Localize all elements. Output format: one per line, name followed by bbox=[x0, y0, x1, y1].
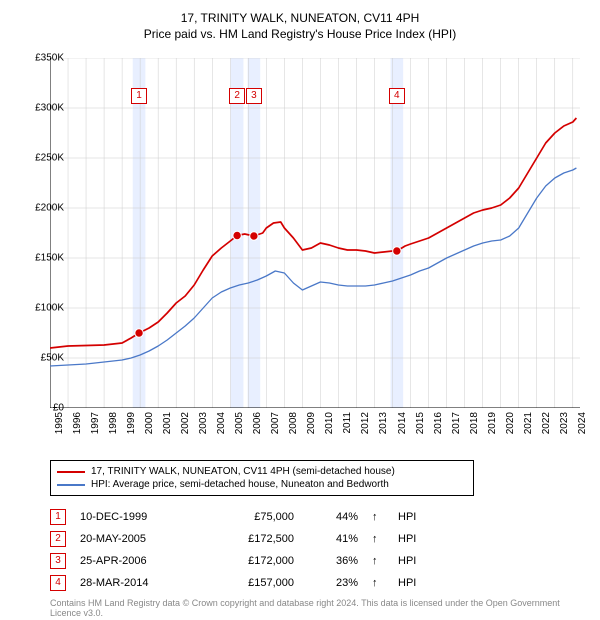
up-arrow-icon: ↑ bbox=[372, 555, 384, 567]
x-tick-label: 1995 bbox=[54, 412, 65, 434]
x-tick-label: 2013 bbox=[378, 412, 389, 434]
title-address: 17, TRINITY WALK, NUNEATON, CV11 4PH bbox=[0, 10, 600, 26]
x-tick-label: 2005 bbox=[234, 412, 245, 434]
x-tick-label: 2011 bbox=[342, 412, 353, 434]
transaction-price: £172,500 bbox=[204, 533, 294, 545]
legend-label: HPI: Average price, semi-detached house,… bbox=[91, 479, 389, 490]
sale-marker: 4 bbox=[389, 88, 405, 104]
y-tick-label: £100K bbox=[35, 303, 64, 314]
x-tick-label: 2017 bbox=[451, 412, 462, 434]
y-tick-label: £250K bbox=[35, 153, 64, 164]
x-tick-label: 2018 bbox=[469, 412, 480, 434]
x-tick-label: 2015 bbox=[415, 412, 426, 434]
y-tick-label: £300K bbox=[35, 103, 64, 114]
transaction-row: 3 25-APR-2006 £172,000 36% ↑ HPI bbox=[50, 550, 416, 572]
transaction-row: 2 20-MAY-2005 £172,500 41% ↑ HPI bbox=[50, 528, 416, 550]
x-tick-label: 2007 bbox=[270, 412, 281, 434]
y-tick-label: £150K bbox=[35, 253, 64, 264]
transaction-marker: 3 bbox=[50, 553, 66, 569]
transactions-table: 1 10-DEC-1999 £75,000 44% ↑ HPI 2 20-MAY-2005 £1… bbox=[50, 506, 416, 594]
x-tick-label: 2009 bbox=[306, 412, 317, 434]
x-tick-label: 2022 bbox=[541, 412, 552, 434]
transaction-suffix: HPI bbox=[398, 555, 416, 567]
x-tick-label: 2003 bbox=[198, 412, 209, 434]
transaction-pct: 23% bbox=[308, 577, 358, 589]
title-subtitle: Price paid vs. HM Land Registry's House … bbox=[0, 26, 600, 42]
transaction-pct: 41% bbox=[308, 533, 358, 545]
transaction-date: 10-DEC-1999 bbox=[80, 511, 190, 523]
legend-item: HPI: Average price, semi-detached house,… bbox=[57, 478, 467, 491]
x-tick-label: 1997 bbox=[90, 412, 101, 434]
x-tick-label: 2000 bbox=[144, 412, 155, 434]
x-tick-label: 2006 bbox=[252, 412, 263, 434]
legend-swatch bbox=[57, 471, 85, 473]
legend-swatch bbox=[57, 484, 85, 486]
up-arrow-icon: ↑ bbox=[372, 511, 384, 523]
footer-attribution: Contains HM Land Registry data © Crown c… bbox=[50, 598, 590, 618]
x-tick-label: 2021 bbox=[523, 412, 534, 434]
sale-marker: 2 bbox=[229, 88, 245, 104]
x-tick-label: 2019 bbox=[487, 412, 498, 434]
up-arrow-icon: ↑ bbox=[372, 533, 384, 545]
y-tick-label: £200K bbox=[35, 203, 64, 214]
x-tick-label: 2008 bbox=[288, 412, 299, 434]
x-tick-label: 1999 bbox=[126, 412, 137, 434]
legend-item: 17, TRINITY WALK, NUNEATON, CV11 4PH (se… bbox=[57, 465, 467, 478]
x-tick-label: 2024 bbox=[577, 412, 588, 434]
transaction-price: £75,000 bbox=[204, 511, 294, 523]
chart-svg bbox=[50, 58, 580, 408]
price-chart bbox=[50, 58, 580, 408]
up-arrow-icon: ↑ bbox=[372, 577, 384, 589]
x-tick-label: 2014 bbox=[397, 412, 408, 434]
transaction-suffix: HPI bbox=[398, 577, 416, 589]
transaction-marker: 4 bbox=[50, 575, 66, 591]
y-tick-label: £350K bbox=[35, 53, 64, 64]
y-tick-label: £50K bbox=[41, 353, 64, 364]
transaction-price: £157,000 bbox=[204, 577, 294, 589]
x-tick-label: 2001 bbox=[162, 412, 173, 434]
legend-label: 17, TRINITY WALK, NUNEATON, CV11 4PH (se… bbox=[91, 466, 395, 477]
transaction-row: 1 10-DEC-1999 £75,000 44% ↑ HPI bbox=[50, 506, 416, 528]
x-tick-label: 1996 bbox=[72, 412, 83, 434]
transaction-pct: 44% bbox=[308, 511, 358, 523]
transaction-date: 20-MAY-2005 bbox=[80, 533, 190, 545]
legend: 17, TRINITY WALK, NUNEATON, CV11 4PH (se… bbox=[50, 460, 474, 496]
transaction-price: £172,000 bbox=[204, 555, 294, 567]
x-tick-label: 2020 bbox=[505, 412, 516, 434]
transaction-suffix: HPI bbox=[398, 533, 416, 545]
transaction-marker: 2 bbox=[50, 531, 66, 547]
transaction-marker: 1 bbox=[50, 509, 66, 525]
x-tick-label: 2004 bbox=[216, 412, 227, 434]
x-tick-label: 1998 bbox=[108, 412, 119, 434]
transaction-date: 28-MAR-2014 bbox=[80, 577, 190, 589]
x-tick-label: 2023 bbox=[559, 412, 570, 434]
x-tick-label: 2012 bbox=[360, 412, 371, 434]
x-tick-label: 2002 bbox=[180, 412, 191, 434]
transaction-pct: 36% bbox=[308, 555, 358, 567]
sale-marker: 1 bbox=[131, 88, 147, 104]
transaction-row: 4 28-MAR-2014 £157,000 23% ↑ HPI bbox=[50, 572, 416, 594]
x-tick-label: 2016 bbox=[433, 412, 444, 434]
x-tick-label: 2010 bbox=[324, 412, 335, 434]
sale-marker: 3 bbox=[246, 88, 262, 104]
transaction-suffix: HPI bbox=[398, 511, 416, 523]
transaction-date: 25-APR-2006 bbox=[80, 555, 190, 567]
